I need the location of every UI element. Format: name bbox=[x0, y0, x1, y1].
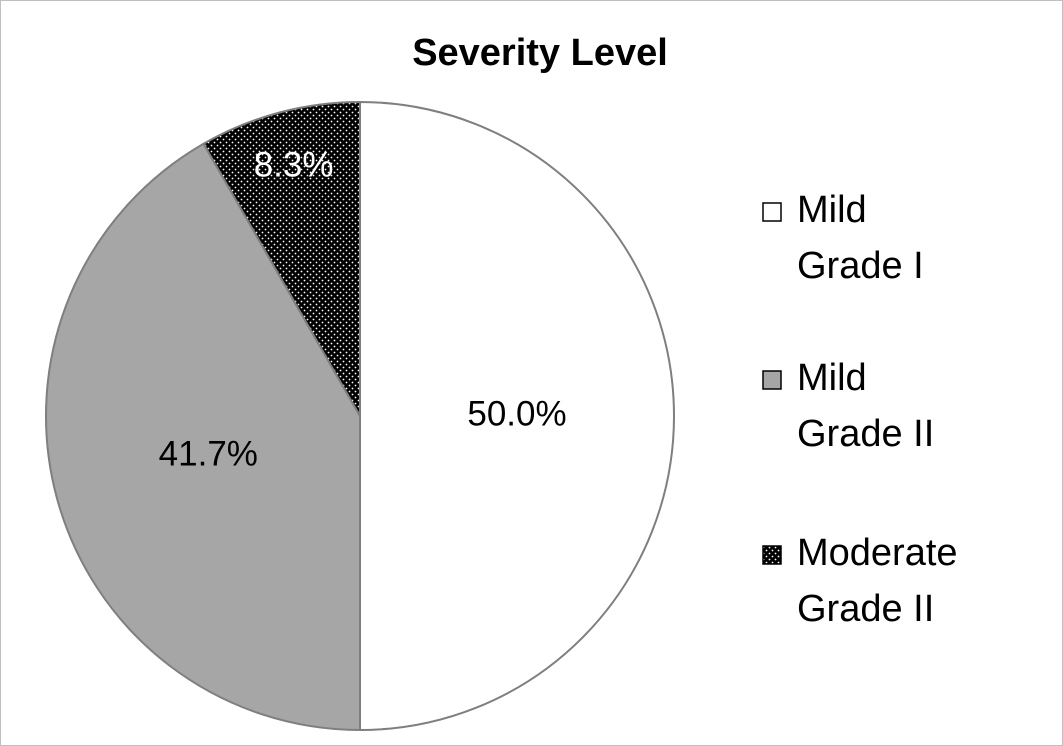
legend-swatch bbox=[762, 202, 782, 222]
pie-slice bbox=[45, 142, 361, 732]
data-label: 8.3% bbox=[254, 145, 334, 184]
legend-label: Mild Grade I bbox=[797, 189, 924, 287]
data-label: 41.7% bbox=[159, 435, 258, 474]
chart-title: Severity Level bbox=[412, 32, 668, 74]
legend-label: Moderate Grade II bbox=[797, 532, 958, 630]
legend-swatch bbox=[762, 545, 782, 565]
pie-slice bbox=[202, 100, 361, 420]
legend-label: Mild Grade II bbox=[797, 357, 934, 455]
legend-swatch bbox=[762, 370, 782, 390]
pie-slice bbox=[359, 100, 675, 732]
data-label: 50.0% bbox=[467, 394, 566, 433]
